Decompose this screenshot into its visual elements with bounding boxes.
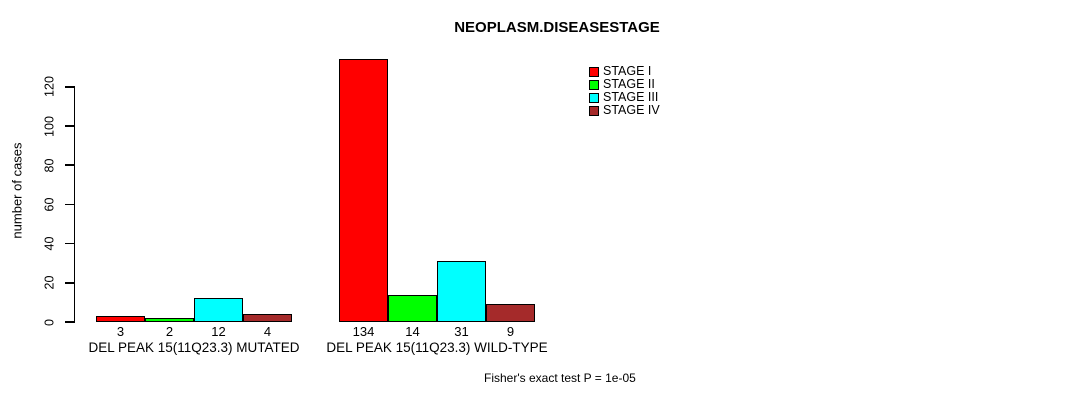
y-tick-label: 80	[42, 158, 57, 173]
bar-value-label: 2	[165, 324, 174, 339]
bar-stage-ii	[145, 318, 194, 322]
y-tick-mark	[65, 282, 74, 284]
y-axis-line	[73, 86, 75, 323]
legend-label: STAGE IV	[603, 103, 660, 117]
category-label: DEL PEAK 15(11Q23.3) WILD-TYPE	[326, 340, 548, 355]
y-tick-label: 60	[42, 197, 57, 212]
y-axis-title: number of cases	[9, 142, 25, 239]
y-tick-mark	[65, 164, 74, 166]
bar-value-label: 9	[506, 324, 515, 339]
y-tick-label: 40	[42, 236, 57, 251]
bar-value-label: 31	[454, 324, 469, 339]
bar-stage-i	[96, 316, 145, 322]
legend-swatch	[589, 92, 599, 103]
legend-item: STAGE IV	[589, 104, 660, 117]
bar-stage-iv	[243, 314, 292, 322]
legend-swatch	[589, 66, 599, 77]
bar-stage-iii	[437, 261, 486, 322]
chart-title: NEOPLASM.DISEASESTAGE	[454, 19, 660, 36]
legend-item: STAGE I	[589, 65, 660, 78]
y-tick-label: 20	[42, 275, 57, 290]
legend: STAGE I STAGE II STAGE III STAGE IV	[589, 65, 660, 117]
bar-stage-ii	[388, 295, 437, 322]
bar-stage-iii	[194, 298, 243, 322]
category-label: DEL PEAK 15(11Q23.3) MUTATED	[88, 340, 300, 355]
y-tick-mark	[65, 242, 74, 245]
y-tick-label: 120	[42, 76, 57, 98]
legend-swatch	[589, 105, 599, 116]
y-tick-mark	[65, 125, 74, 127]
legend-item: STAGE II	[589, 78, 660, 91]
bar-value-label: 134	[352, 324, 375, 339]
bar-value-label: 4	[263, 324, 272, 339]
legend-label: STAGE III	[603, 90, 659, 104]
pvalue-annotation: Fisher's exact test P = 1e-05	[484, 371, 636, 385]
bar-value-label: 12	[211, 324, 226, 339]
y-tick-mark	[65, 321, 74, 323]
y-tick-label: 0	[42, 318, 57, 326]
bar-value-label: 14	[405, 324, 420, 339]
legend-label: STAGE I	[603, 64, 652, 78]
y-tick-mark	[65, 203, 74, 206]
legend-swatch	[589, 79, 599, 90]
bar-stage-iv	[486, 304, 535, 322]
legend-label: STAGE II	[603, 77, 655, 91]
y-tick-label: 100	[42, 115, 57, 137]
bar-value-label: 3	[116, 324, 125, 339]
y-tick-mark	[65, 86, 74, 88]
legend-item: STAGE III	[589, 91, 660, 104]
bar-stage-i	[339, 59, 388, 322]
